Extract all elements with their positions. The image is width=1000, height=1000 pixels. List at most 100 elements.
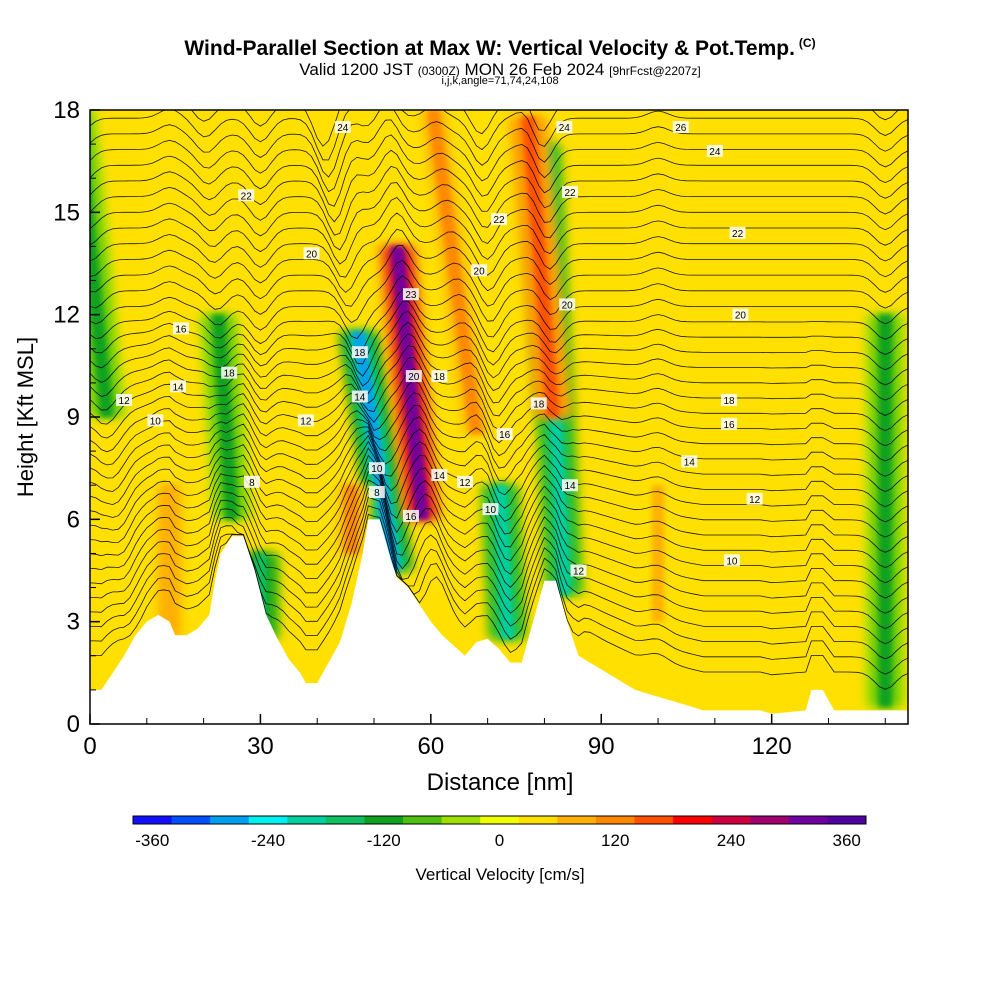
contour-label-text: 24 <box>709 147 721 158</box>
contour-label-bg <box>147 414 164 427</box>
x-tick-label: 120 <box>752 733 792 760</box>
contour-label: 22 <box>729 226 746 240</box>
contour-label-text: 18 <box>533 399 545 410</box>
y-tick-label: 12 <box>53 302 80 329</box>
contour-label-text: 10 <box>726 556 738 567</box>
colorbar-swatch <box>595 816 636 824</box>
y-tick-label: 6 <box>67 506 80 533</box>
colorbar-swatch <box>441 816 481 824</box>
contour-label-text: 10 <box>150 416 162 427</box>
theta-contour <box>90 259 908 324</box>
y-tick-label: 0 <box>67 711 80 738</box>
contour-label-bg <box>732 308 749 321</box>
colorbar-swatch <box>133 816 173 824</box>
contour-label-text: 20 <box>306 249 318 260</box>
contour-label-text: 8 <box>374 488 380 499</box>
colorbar-tick-label: -120 <box>367 831 401 850</box>
contour-label: 20 <box>303 247 320 260</box>
contour-label: 14 <box>562 479 579 492</box>
contour-label-text: 12 <box>459 478 471 489</box>
theta-contour <box>90 149 908 223</box>
contour-label-text: 20 <box>474 266 486 277</box>
contour-label: 18 <box>530 397 547 410</box>
contour-label: 12 <box>116 393 133 407</box>
contour-label: 23 <box>402 288 419 301</box>
contour-label: 8 <box>243 475 260 489</box>
theta-contour <box>90 228 908 293</box>
contour-label-text: 22 <box>564 188 576 199</box>
x-tick-label: 30 <box>247 733 274 760</box>
theta-contour <box>90 197 908 265</box>
contour-label-bg <box>351 346 368 359</box>
colorbar-tick-label: 360 <box>833 831 861 850</box>
contour-label-bg <box>706 144 723 157</box>
colorbar-tick-label: -240 <box>251 831 285 850</box>
downdraft-plume <box>90 183 114 417</box>
theta-contour <box>90 134 908 207</box>
colorbar-swatch <box>210 816 250 824</box>
colorbar-swatch <box>634 816 674 824</box>
x-tick-label: 60 <box>417 733 444 760</box>
theta-contour <box>90 379 908 462</box>
contour-label-bg <box>170 380 187 393</box>
contour-label-bg <box>729 226 746 239</box>
contour-label-text: 16 <box>175 324 187 335</box>
theta-contour <box>90 404 908 492</box>
contour-label: 20 <box>559 298 576 311</box>
contour-label-bg <box>530 397 547 410</box>
colorbar-swatch <box>557 816 597 824</box>
contour-label-bg <box>368 486 385 499</box>
theta-contour <box>90 496 908 660</box>
contour-label-text: 18 <box>724 396 736 407</box>
colorbar-swatch <box>518 816 558 824</box>
colorbar-frame <box>132 815 867 825</box>
colorbar-swatch <box>673 816 713 824</box>
colorbar-swatch <box>403 816 443 824</box>
contour-label-bg <box>368 462 385 475</box>
contour-label: 10 <box>723 554 740 567</box>
contour-label: 16 <box>402 509 419 523</box>
colorbar-swatch <box>364 816 404 824</box>
contour-label-bg <box>172 322 189 335</box>
y-tick-label: 15 <box>53 199 80 226</box>
theta-contour <box>90 470 908 614</box>
contour-label: 12 <box>456 475 473 489</box>
contour-label: 16 <box>172 322 189 335</box>
contour-label-text: 14 <box>684 457 696 468</box>
contour-label-bg <box>672 121 689 134</box>
contour-label-text: 14 <box>434 471 446 482</box>
contour-label-bg <box>559 298 576 311</box>
contour-label-text: 20 <box>735 311 747 322</box>
contour-label: 26 <box>672 121 689 134</box>
contour-label-text: 24 <box>337 123 349 134</box>
contour-label: 20 <box>732 308 749 322</box>
contour-label-bg <box>431 468 448 481</box>
updraft-plume <box>391 246 429 520</box>
theta-contour <box>90 462 908 599</box>
chart-subtitle: Valid 1200 JST (0300Z) MON 26 Feb 2024 [… <box>299 60 701 79</box>
y-tick-label: 9 <box>67 404 80 431</box>
contour-label-bg <box>471 264 488 277</box>
contour-label-text: 12 <box>119 396 131 407</box>
contour-label: 12 <box>297 414 314 427</box>
contour-label-bg <box>721 417 738 430</box>
theta-contour <box>90 300 908 366</box>
contour-label-text: 16 <box>724 420 736 431</box>
colorbar-swatch <box>788 816 828 824</box>
contour-label: 12 <box>746 492 763 506</box>
velocity-field <box>90 110 908 724</box>
colorbar-tick-label: -360 <box>135 831 169 850</box>
contour-label-bg <box>431 370 448 383</box>
contour-label: 24 <box>706 144 723 158</box>
contour-label-text: 10 <box>371 464 383 475</box>
x-tick-label: 90 <box>588 733 615 760</box>
contour-label-text: 8 <box>249 478 255 489</box>
contour-label: 12 <box>570 564 587 578</box>
chart-title: Wind-Parallel Section at Max W: Vertical… <box>184 36 816 60</box>
contour-label-text: 18 <box>434 372 446 383</box>
theta-contour <box>90 275 908 340</box>
theta-contour <box>90 428 908 523</box>
contour-label: 18 <box>351 346 368 359</box>
colorbar-swatch <box>287 816 327 824</box>
contour-label-text: 12 <box>573 567 585 578</box>
